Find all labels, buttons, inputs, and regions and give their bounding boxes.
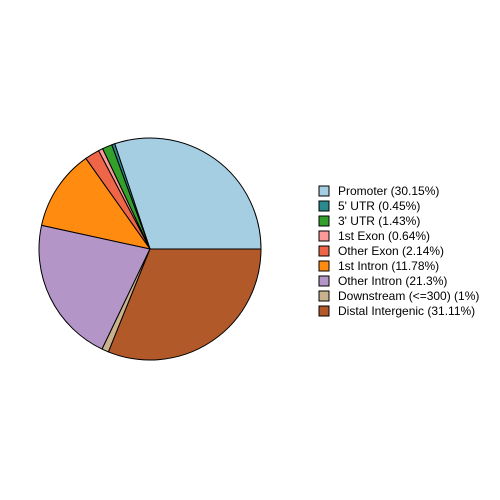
legend-label: Promoter (30.15%) bbox=[338, 184, 439, 198]
legend-swatch bbox=[318, 260, 330, 272]
pie-slice bbox=[40, 157, 152, 250]
pie-slice bbox=[107, 248, 262, 361]
legend-swatch bbox=[318, 275, 330, 287]
legend-label: 5' UTR (0.45%) bbox=[338, 199, 420, 213]
legend-label: Other Exon (2.14%) bbox=[338, 244, 444, 258]
legend-swatch bbox=[318, 305, 330, 317]
legend-label: 1st Exon (0.64%) bbox=[338, 229, 430, 243]
legend-label: 1st Intron (11.78%) bbox=[338, 259, 439, 273]
legend-label: 3' UTR (1.43%) bbox=[338, 214, 420, 228]
legend-label: Distal Intergenic (31.11%) bbox=[338, 304, 475, 318]
legend-label: Other Intron (21.3%) bbox=[338, 274, 447, 288]
pie-slice bbox=[38, 224, 151, 350]
legend-swatch bbox=[318, 230, 330, 242]
legend-swatch bbox=[318, 215, 330, 227]
legend-swatch bbox=[318, 245, 330, 257]
pie-slice bbox=[114, 137, 262, 250]
legend-swatch bbox=[318, 290, 330, 302]
legend-swatch bbox=[318, 200, 330, 212]
legend-swatch bbox=[318, 185, 330, 197]
legend-label: Downstream (<=300) (1%) bbox=[338, 289, 479, 303]
